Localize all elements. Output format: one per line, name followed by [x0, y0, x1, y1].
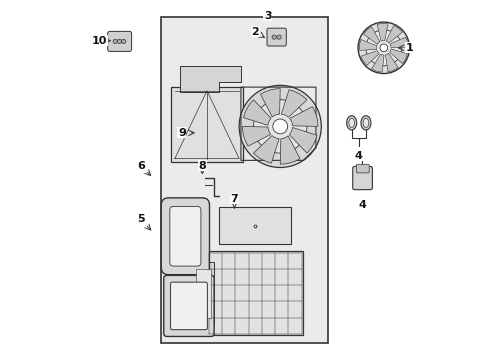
Polygon shape: [386, 26, 402, 43]
Bar: [192, 262, 214, 325]
Text: 2: 2: [251, 27, 259, 37]
Polygon shape: [371, 54, 383, 72]
Circle shape: [271, 35, 276, 39]
Polygon shape: [385, 53, 397, 72]
Text: 6: 6: [137, 161, 144, 171]
Polygon shape: [376, 23, 387, 41]
Circle shape: [117, 39, 122, 44]
Polygon shape: [389, 37, 407, 48]
Text: 4: 4: [354, 151, 362, 161]
Ellipse shape: [360, 116, 370, 130]
Ellipse shape: [346, 116, 356, 130]
Polygon shape: [363, 27, 379, 44]
Polygon shape: [242, 126, 270, 146]
Polygon shape: [243, 100, 270, 125]
FancyBboxPatch shape: [169, 206, 201, 266]
Text: 3: 3: [264, 11, 271, 21]
Text: 10: 10: [92, 36, 107, 46]
Circle shape: [365, 30, 401, 66]
Polygon shape: [360, 51, 379, 66]
Circle shape: [122, 39, 125, 44]
Text: 7: 7: [230, 194, 238, 203]
Circle shape: [272, 119, 287, 134]
Text: 4: 4: [358, 200, 366, 210]
Circle shape: [276, 35, 281, 39]
Polygon shape: [260, 89, 280, 117]
FancyBboxPatch shape: [266, 28, 285, 46]
Polygon shape: [389, 49, 407, 63]
Polygon shape: [289, 107, 317, 126]
Text: 1: 1: [405, 43, 412, 53]
FancyBboxPatch shape: [352, 166, 372, 190]
Polygon shape: [289, 127, 316, 153]
FancyBboxPatch shape: [356, 164, 368, 173]
Circle shape: [113, 39, 117, 44]
Text: 8: 8: [198, 161, 206, 171]
Bar: [206, 251, 303, 336]
Ellipse shape: [348, 118, 354, 127]
Text: 5: 5: [137, 214, 144, 224]
Polygon shape: [180, 66, 241, 93]
FancyBboxPatch shape: [170, 282, 207, 330]
FancyBboxPatch shape: [163, 275, 214, 337]
Bar: [171, 87, 242, 162]
Bar: [160, 18, 328, 342]
Polygon shape: [359, 40, 376, 50]
Circle shape: [239, 85, 321, 167]
Text: 9: 9: [178, 128, 185, 138]
Polygon shape: [280, 136, 299, 164]
Ellipse shape: [363, 118, 368, 127]
Circle shape: [253, 100, 306, 153]
Circle shape: [379, 44, 387, 52]
Polygon shape: [253, 136, 279, 163]
Bar: [196, 269, 210, 318]
FancyBboxPatch shape: [107, 31, 131, 51]
Bar: [219, 207, 290, 244]
FancyBboxPatch shape: [161, 198, 209, 275]
Polygon shape: [281, 90, 306, 117]
Circle shape: [357, 22, 408, 73]
